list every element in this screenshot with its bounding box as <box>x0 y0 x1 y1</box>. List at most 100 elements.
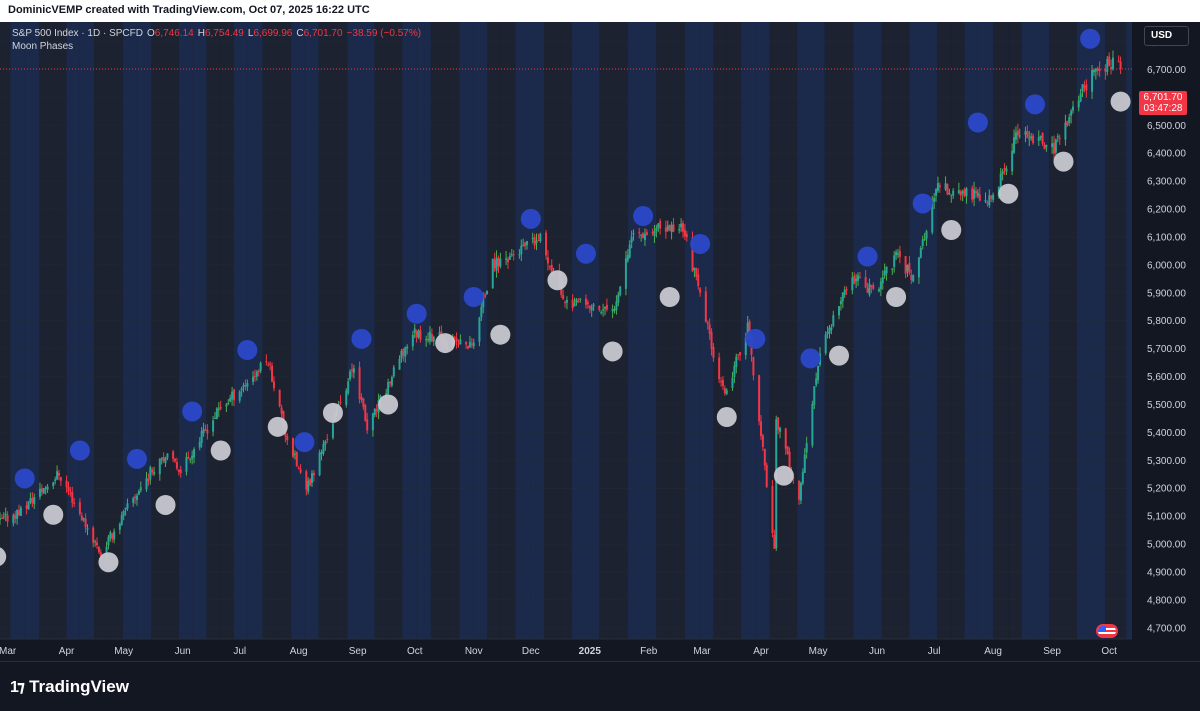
candle <box>240 386 243 397</box>
candle <box>843 286 846 298</box>
candle-body <box>588 305 591 309</box>
indicator-label[interactable]: Moon Phases <box>12 41 74 52</box>
us-flag-icon[interactable] <box>1096 624 1118 638</box>
candle-body <box>324 441 327 445</box>
candle <box>562 289 565 300</box>
candle <box>678 223 681 234</box>
candle-body <box>491 258 494 289</box>
candle <box>352 364 355 379</box>
candle-body <box>628 244 631 258</box>
candle <box>202 422 205 437</box>
phase-band <box>347 22 362 639</box>
candle <box>267 361 270 367</box>
candle <box>164 456 167 467</box>
candle-body <box>326 439 329 441</box>
candle-body <box>413 328 416 333</box>
candle <box>86 524 89 536</box>
phase-band <box>993 22 1009 639</box>
candle-body <box>946 184 949 195</box>
candle <box>611 304 614 319</box>
candle-body <box>126 503 129 509</box>
new-moon-marker <box>182 401 203 422</box>
candle-body <box>1016 130 1019 136</box>
candle <box>604 306 607 316</box>
candle <box>548 265 551 270</box>
candle-body <box>777 417 780 430</box>
candle <box>326 434 329 443</box>
candle <box>318 449 321 477</box>
candle-body <box>1052 142 1055 154</box>
candle-body <box>739 352 742 356</box>
symbol-label[interactable]: S&P 500 Index · 1D · SPCFD <box>12 28 143 39</box>
candle-body <box>1072 106 1075 111</box>
candle-body <box>219 406 222 409</box>
last-price-value: 6,701.70 <box>1143 92 1183 103</box>
candle-body <box>815 378 818 385</box>
candle-body <box>265 361 268 363</box>
candle-body <box>69 492 72 494</box>
legend: S&P 500 Index · 1D · SPCFD O6,746.14 H6,… <box>12 27 421 53</box>
candle-body <box>229 397 232 402</box>
candle <box>484 292 487 299</box>
phase-band <box>39 22 54 639</box>
candle-body <box>959 191 962 196</box>
currency-button[interactable]: USD <box>1144 26 1189 46</box>
candle <box>430 328 433 343</box>
price-tick-label: 5,800.00 <box>1147 316 1186 327</box>
candle-body <box>851 277 854 291</box>
candle <box>179 465 182 478</box>
candle <box>225 402 228 413</box>
candle-body <box>14 514 17 519</box>
candle <box>645 229 648 236</box>
phase-band <box>1049 22 1064 639</box>
candle <box>640 234 643 242</box>
time-tick-label: Apr <box>753 646 769 657</box>
candle-body <box>1098 68 1101 71</box>
candle-body <box>919 247 922 258</box>
candle <box>227 399 230 406</box>
candle-body <box>550 264 553 274</box>
candle-body <box>484 294 487 297</box>
candle-body <box>723 388 726 394</box>
price-chart[interactable]: 4,700.00 4,800.00 4,900.00 5,000.00 5,100.00… <box>0 22 1200 661</box>
candle-body <box>670 224 673 233</box>
chart-area[interactable]: 4,700.00 4,800.00 4,900.00 5,000.00 5,100.00… <box>0 22 1200 661</box>
candle <box>506 256 509 269</box>
candle-body <box>1024 131 1027 135</box>
candle-body <box>455 338 458 342</box>
candle <box>1092 68 1095 77</box>
candle <box>1041 132 1044 146</box>
candle-body <box>1054 139 1057 153</box>
candle <box>59 476 62 487</box>
phase-band <box>669 22 685 639</box>
last-price-tag: 6,701.70 03:47:28 <box>1139 91 1187 115</box>
candle-body <box>415 330 418 338</box>
candle <box>65 475 68 493</box>
candle <box>799 481 802 504</box>
candle <box>864 270 867 289</box>
candle-body <box>175 462 178 469</box>
phase-band <box>951 22 965 639</box>
candle <box>362 397 365 411</box>
tradingview-logo[interactable]: 1⁊ TradingView <box>10 677 129 697</box>
phase-band <box>797 22 811 639</box>
full-moon-marker <box>829 345 850 366</box>
new-moon-marker <box>294 432 315 453</box>
candle-body <box>598 305 601 310</box>
candle-body <box>86 528 89 530</box>
candle-body <box>257 370 260 372</box>
candle <box>1011 143 1014 176</box>
candle <box>495 250 498 278</box>
candle <box>575 298 578 306</box>
candle-body <box>936 183 939 191</box>
candle <box>1037 130 1040 146</box>
candle-body <box>52 482 55 487</box>
candle-body <box>645 232 648 235</box>
candle-body <box>120 515 123 525</box>
candle-body <box>573 303 576 307</box>
candle <box>615 295 618 315</box>
candle <box>546 250 549 271</box>
candle-body <box>600 311 603 313</box>
candle <box>1077 95 1080 112</box>
candle-body <box>666 225 669 231</box>
